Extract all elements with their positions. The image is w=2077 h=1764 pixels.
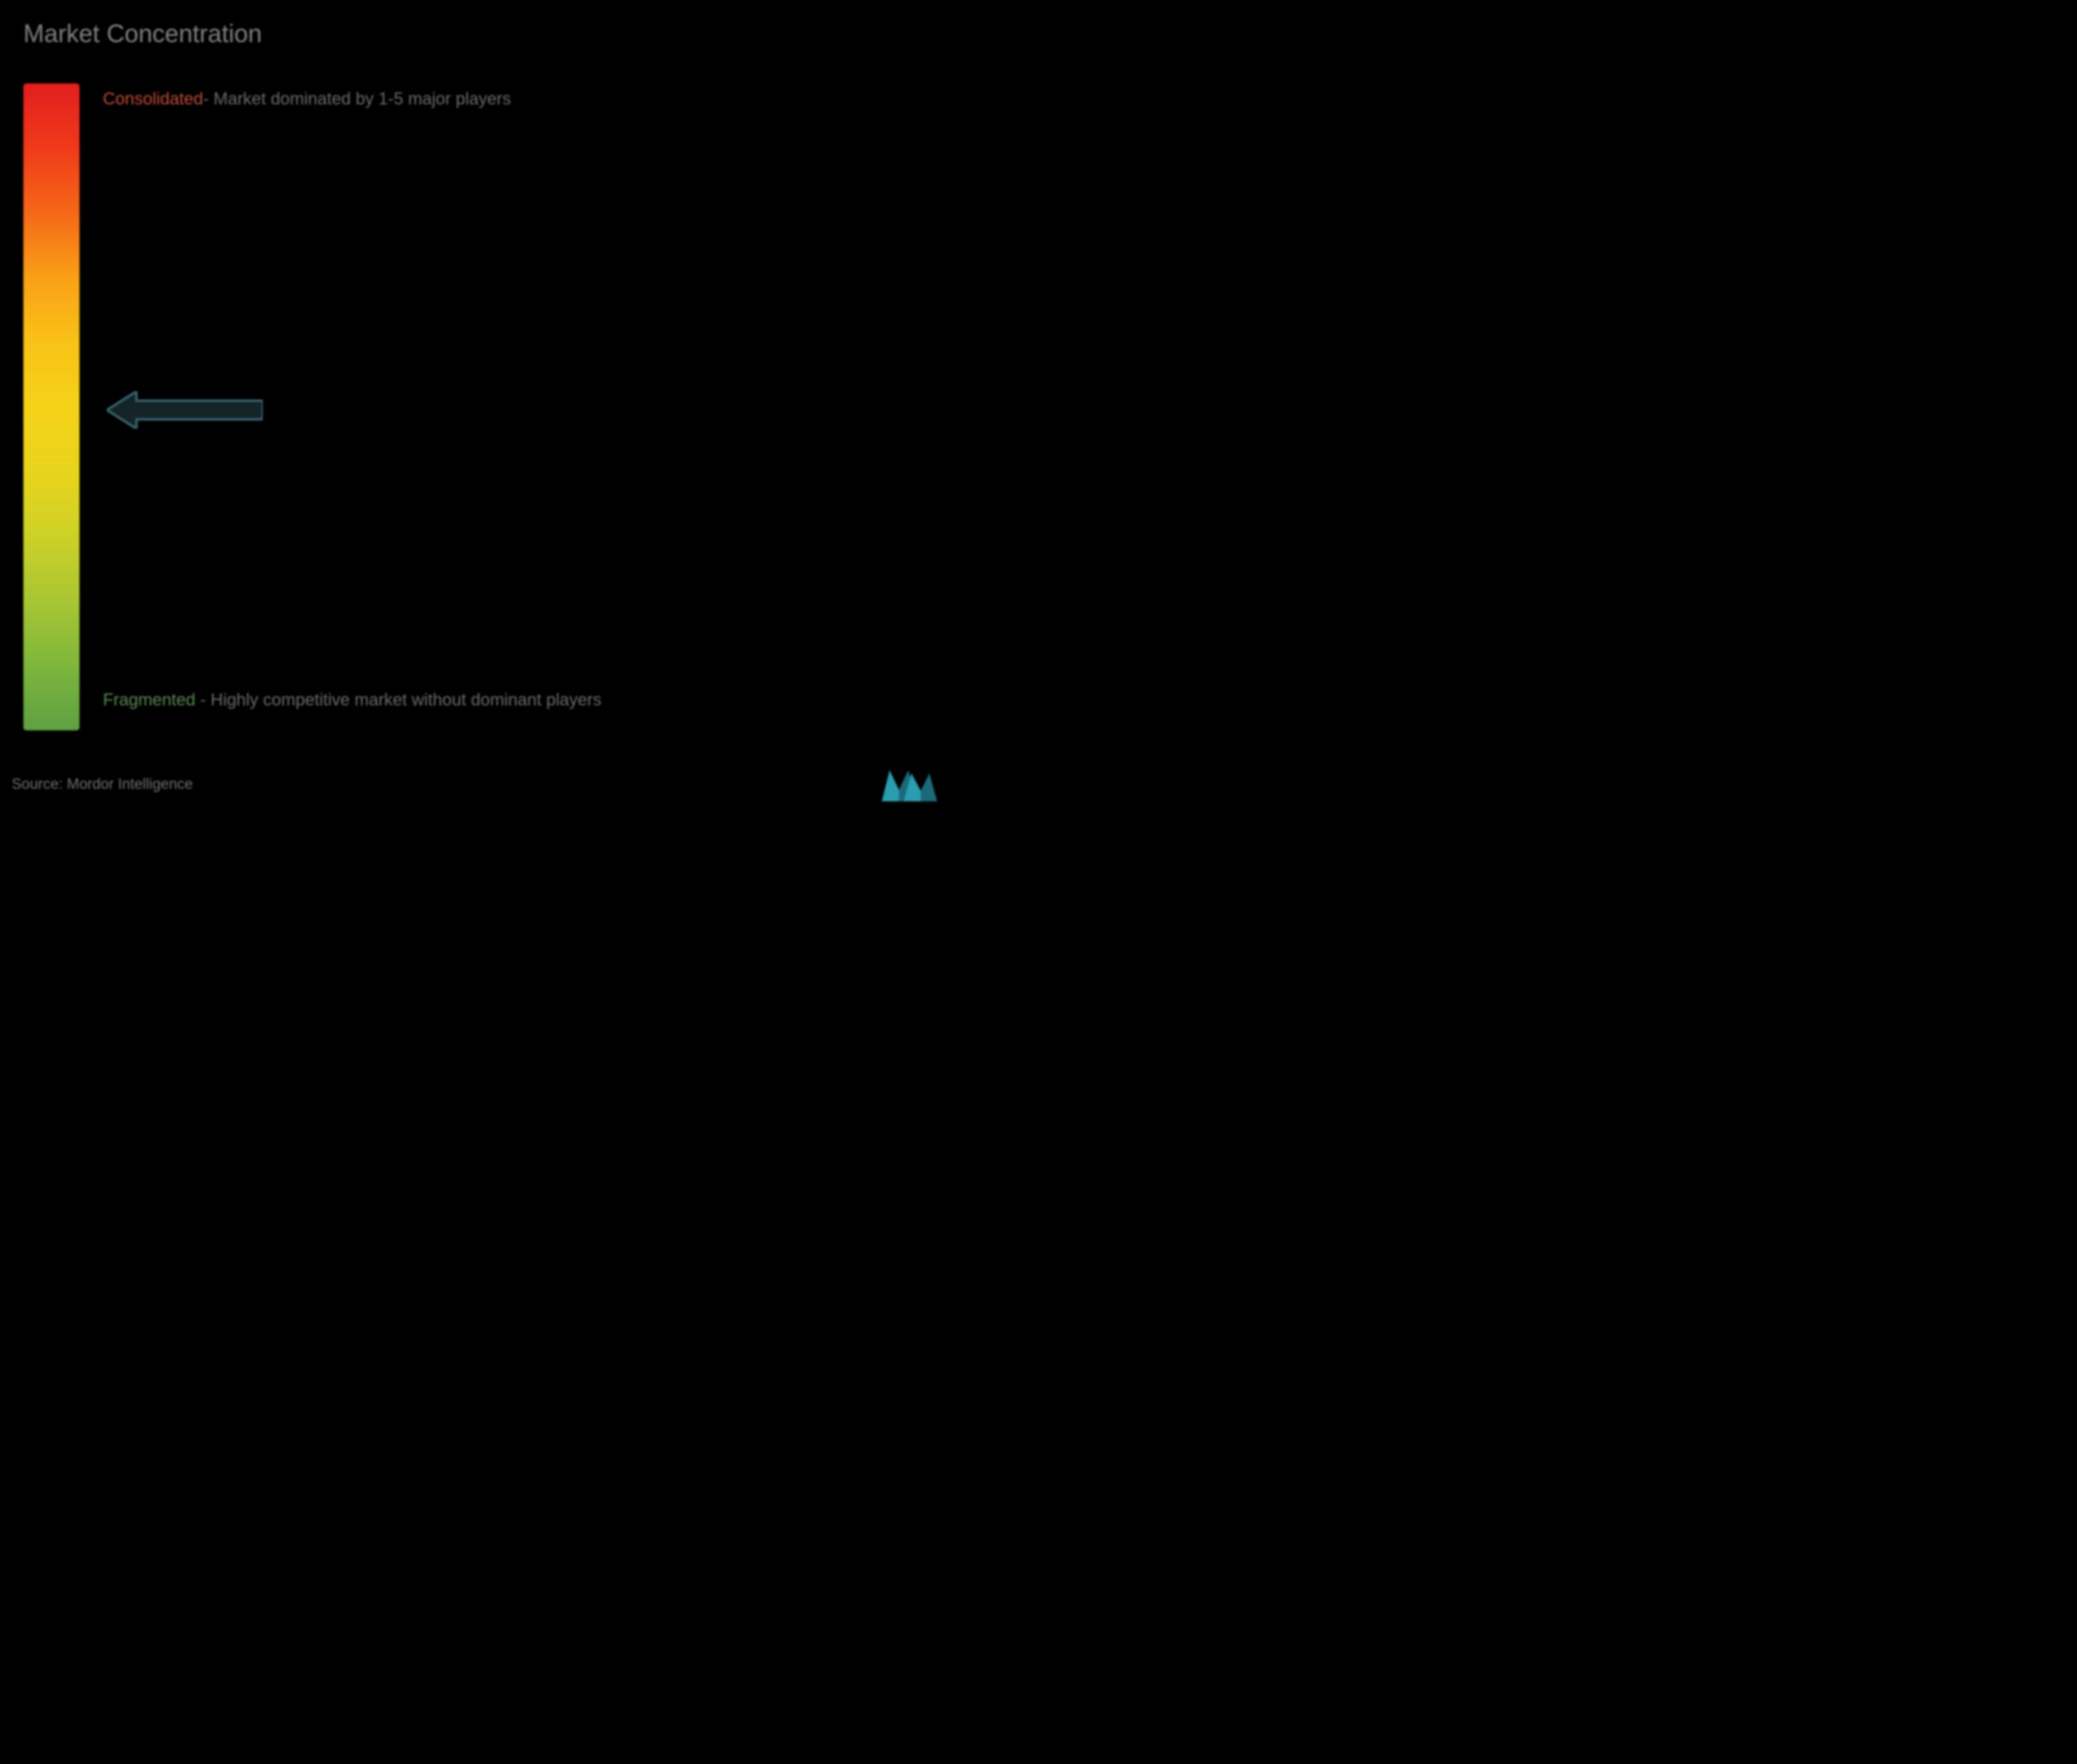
fragmented-highlight: Fragmented [103, 690, 196, 709]
labels-column: Consolidated- Market dominated by 1-5 ma… [103, 83, 939, 730]
position-arrow [107, 391, 263, 433]
fragmented-description: - Highly competitive market without domi… [196, 690, 602, 709]
arrow-icon [107, 391, 263, 429]
source-prefix: Source: [12, 776, 67, 793]
source-attribution: Source: Mordor Intelligence [12, 776, 193, 794]
source-name: Mordor Intelligence [67, 776, 193, 793]
concentration-gradient-bar [23, 83, 80, 730]
chart-container: Market Concentration Consolidated- Marke… [0, 0, 962, 817]
consolidated-description: - Market dominated by 1-5 major players [203, 89, 511, 108]
consolidated-highlight: Consolidated [103, 89, 203, 108]
content-area: Consolidated- Market dominated by 1-5 ma… [23, 83, 939, 730]
logo-icon [880, 769, 939, 801]
fragmented-label: Fragmented - Highly competitive market w… [103, 684, 830, 716]
footer: Source: Mordor Intelligence [12, 769, 939, 801]
consolidated-label: Consolidated- Market dominated by 1-5 ma… [103, 87, 908, 111]
brand-logo [880, 769, 939, 801]
chart-title: Market Concentration [23, 19, 939, 48]
